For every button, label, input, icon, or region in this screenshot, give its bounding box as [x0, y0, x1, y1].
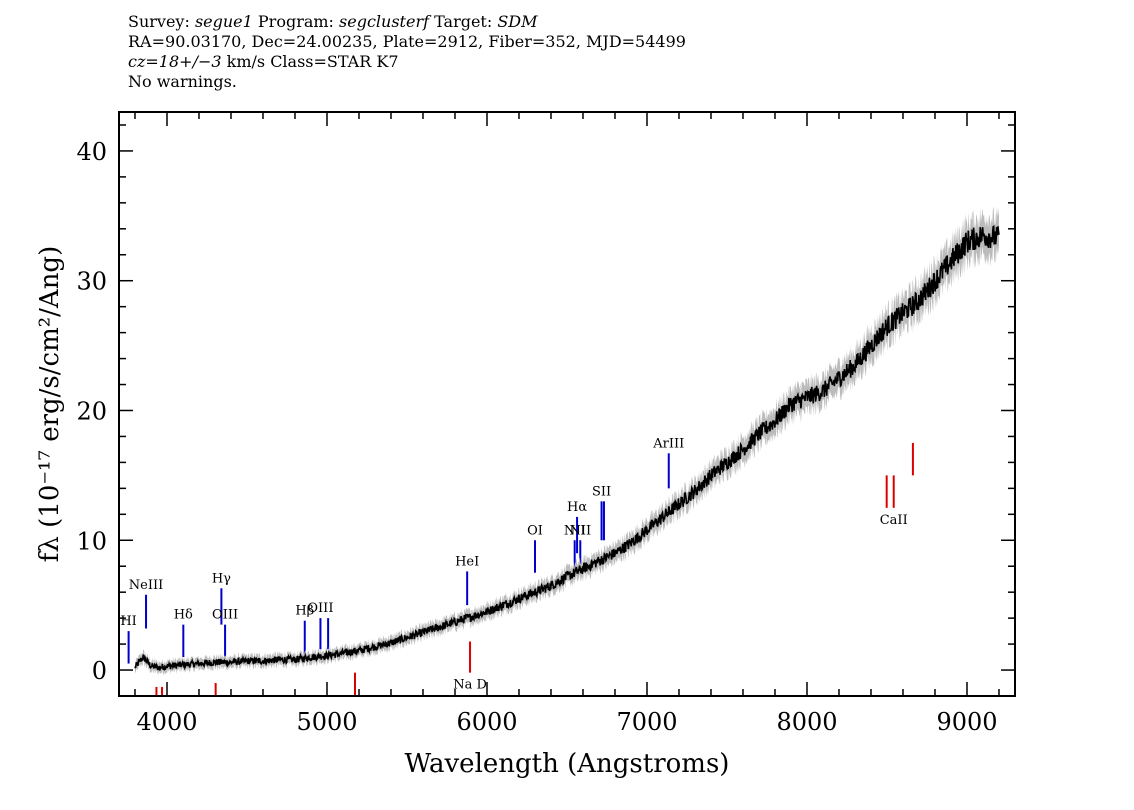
emission-line-label: OIII	[212, 608, 238, 623]
header-line-coordinates: RA=90.03170, Dec=24.00235, Plate=2912, F…	[128, 32, 686, 51]
emission-line-label: OIII	[307, 601, 333, 616]
absorption-line-label: CaII	[880, 513, 908, 528]
emission-line-label: NII	[569, 523, 591, 538]
spectrum-error-band	[135, 207, 999, 676]
emission-line-label: ArIII	[652, 436, 684, 451]
survey-label: Survey:	[128, 12, 195, 31]
spectrum-series-line	[134, 225, 1000, 672]
y-tick-label: 20	[76, 397, 107, 425]
x-tick-label: 7000	[616, 708, 677, 736]
x-axis-label: Wavelength (Angstroms)	[405, 749, 730, 779]
y-tick-label: 30	[76, 268, 107, 296]
header-line-warnings: No warnings.	[128, 72, 237, 91]
program-value: segclusterf	[339, 12, 430, 31]
absorption-line-label: Na D	[453, 678, 487, 693]
header-line-redshift: cz=18+/−3 km/s Class=STAR K7	[128, 52, 686, 72]
x-tick-label: 4000	[136, 708, 197, 736]
emission-line-label: HI	[120, 614, 136, 629]
target-value: SDM	[497, 12, 538, 31]
y-tick-label: 10	[76, 527, 107, 555]
emission-line-label: NII	[564, 523, 586, 538]
header-line-survey: Survey: segue1 Program: segclusterf Targ…	[128, 12, 686, 32]
emission-line-label: Hγ	[212, 571, 231, 586]
x-tick-label: 5000	[296, 708, 357, 736]
axis-ticks	[119, 112, 1015, 697]
emission-line-label: OI	[527, 523, 543, 538]
y-tick-label: 0	[92, 657, 107, 685]
survey-value: segue1	[194, 12, 253, 31]
emission-line-label: Hδ	[174, 608, 193, 623]
plot-frame	[118, 111, 1016, 697]
y-tick-label: 40	[76, 138, 107, 166]
emission-line-label: Hβ	[295, 604, 314, 619]
y-axis-label: fλ (10⁻¹⁷ erg/s/cm²/Ang)	[35, 246, 65, 562]
target-label: Target:	[429, 12, 498, 31]
spectrum-header: Survey: segue1 Program: segclusterf Targ…	[128, 12, 686, 92]
emission-line-label: SII	[592, 484, 611, 499]
redshift-value: cz=18+/−3	[128, 52, 222, 71]
redshift-class: km/s Class=STAR K7	[221, 52, 399, 71]
program-label: Program:	[252, 12, 340, 31]
x-tick-label: 8000	[776, 708, 837, 736]
series-layer	[134, 207, 1000, 676]
x-tick-label: 6000	[456, 708, 517, 736]
x-tick-label: 9000	[936, 708, 997, 736]
emission-line-label: Hα	[567, 500, 587, 515]
tick-labels: 4000 5000 6000 7000 8000 9000 0 10 20 30 40	[76, 138, 997, 736]
emission-line-label: NeIII	[129, 578, 163, 593]
emission-line-label: HeI	[455, 554, 479, 569]
